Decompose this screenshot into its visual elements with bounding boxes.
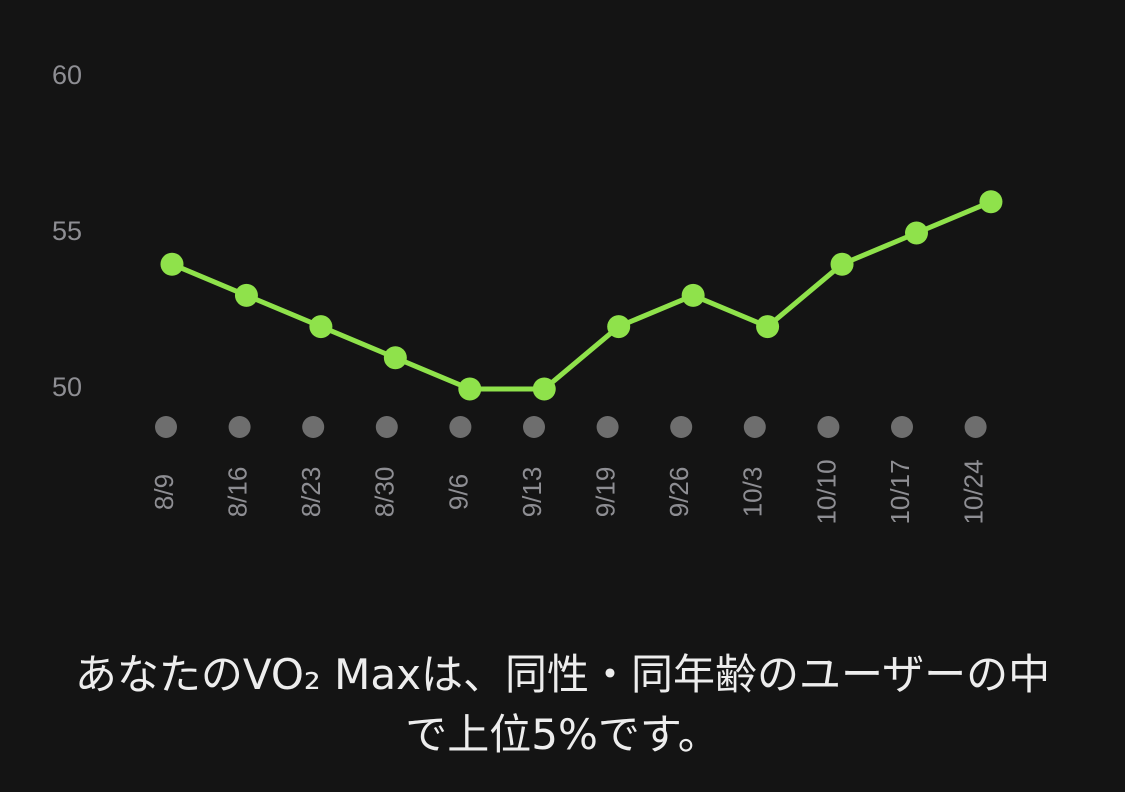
data-point bbox=[979, 190, 1003, 214]
day-dot bbox=[523, 416, 545, 438]
data-point bbox=[532, 377, 556, 401]
data-line bbox=[171, 199, 992, 392]
data-point bbox=[905, 221, 928, 245]
day-dot bbox=[375, 416, 398, 438]
day-dot bbox=[964, 416, 987, 438]
chart: 50 55 60 8/9 8/16 8/23 8/30 9/6 9/13 9/19 9/26 10/3… bbox=[52, 60, 1003, 525]
x-tick-label: 8/23 bbox=[296, 467, 326, 518]
day-dot bbox=[228, 416, 251, 438]
x-tick-label: 9/26 bbox=[664, 467, 694, 518]
x-tick-label: 9/19 bbox=[590, 467, 620, 518]
data-point bbox=[681, 283, 705, 307]
caption: あなたのVO₂ Maxは、同性・同年齢のユーザーの中で上位5%です。 bbox=[74, 650, 1051, 759]
x-tick-label: 10/24 bbox=[958, 459, 988, 524]
y-tick-label: 55 bbox=[52, 216, 82, 246]
day-dot bbox=[743, 416, 766, 438]
x-tick-label: 8/9 bbox=[149, 474, 179, 510]
y-tick-label: 60 bbox=[52, 60, 82, 90]
x-tick-label: 8/16 bbox=[222, 467, 252, 518]
x-tick-label: 9/6 bbox=[443, 474, 473, 510]
day-dot bbox=[155, 416, 177, 438]
x-tick-label: 10/17 bbox=[885, 459, 915, 524]
day-dot bbox=[449, 416, 472, 438]
data-point bbox=[458, 377, 482, 401]
x-tick-label: 9/13 bbox=[517, 467, 547, 518]
data-point bbox=[756, 315, 780, 339]
data-point bbox=[160, 252, 184, 276]
data-point bbox=[234, 283, 258, 307]
data-point bbox=[607, 315, 631, 339]
day-dot bbox=[891, 416, 913, 438]
x-tick-label: 8/30 bbox=[370, 467, 400, 518]
data-point bbox=[383, 346, 407, 370]
day-dot bbox=[817, 416, 840, 438]
day-dot bbox=[596, 416, 619, 438]
x-tick-label: 10/10 bbox=[811, 459, 841, 524]
day-dot bbox=[670, 416, 693, 438]
y-tick-label: 50 bbox=[52, 372, 82, 402]
x-tick-label: 10/3 bbox=[738, 467, 768, 518]
day-dot bbox=[302, 416, 325, 438]
data-point bbox=[309, 315, 333, 339]
data-point bbox=[830, 252, 854, 276]
